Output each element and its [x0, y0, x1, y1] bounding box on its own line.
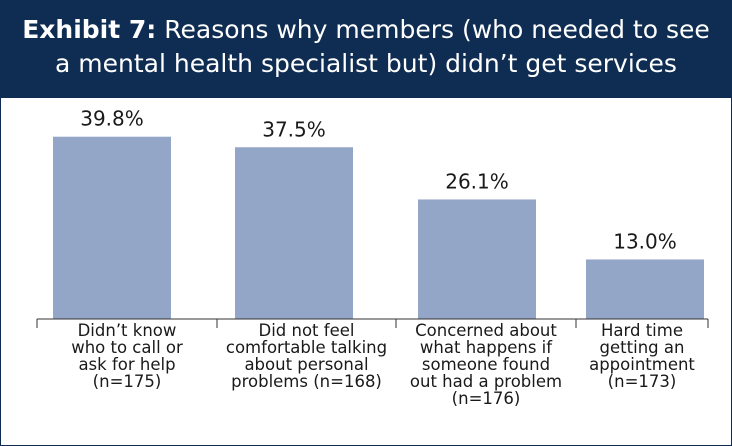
category-label-4-line-1: Hard time	[601, 321, 683, 340]
category-label-4-line-3: appointment	[589, 355, 695, 374]
exhibit-label: Exhibit 7:	[22, 15, 157, 44]
category-label-1-line-3: ask for help	[78, 355, 175, 374]
chart-header: Exhibit 7: Reasons why members (who need…	[1, 1, 731, 98]
title-line-2: a mental health specialist but) didn’t g…	[55, 49, 677, 78]
category-label-1-line-4: (n=175)	[93, 372, 162, 391]
data-label-2: 37.5%	[262, 117, 326, 141]
data-label-3: 26.1%	[445, 169, 509, 193]
category-label-3-line-4: out had a problem	[410, 372, 562, 391]
bar-2	[235, 147, 353, 319]
category-label-2-line-4: problems (n=168)	[231, 372, 382, 391]
category-label-2-line-3: about personal	[244, 355, 368, 374]
title-line-1-text: Reasons why members (who needed to see	[164, 15, 710, 44]
category-label-2-line-2: comfortable talking	[226, 338, 387, 357]
category-label-3-line-3: someone found	[422, 355, 550, 374]
category-label-3-line-2: what happens if	[420, 338, 553, 357]
category-label-4-line-2: getting an	[600, 338, 685, 357]
category-label-3-line-5: (n=176)	[452, 389, 521, 408]
category-label-1-line-1: Didn’t know	[78, 321, 177, 340]
bar-4	[586, 259, 704, 319]
category-label-2-line-1: Did not feel	[259, 321, 355, 340]
category-label-1-line-2: who to call or	[71, 338, 183, 357]
category-label-4-line-4: (n=173)	[608, 372, 677, 391]
title-line-1: Exhibit 7: Reasons why members (who need…	[1, 13, 731, 47]
bar-3	[418, 199, 536, 319]
data-label-4: 13.0%	[613, 229, 677, 253]
data-label-1: 39.8%	[80, 107, 144, 131]
bar-1	[53, 136, 171, 319]
category-label-3-line-1: Concerned about	[415, 321, 557, 340]
